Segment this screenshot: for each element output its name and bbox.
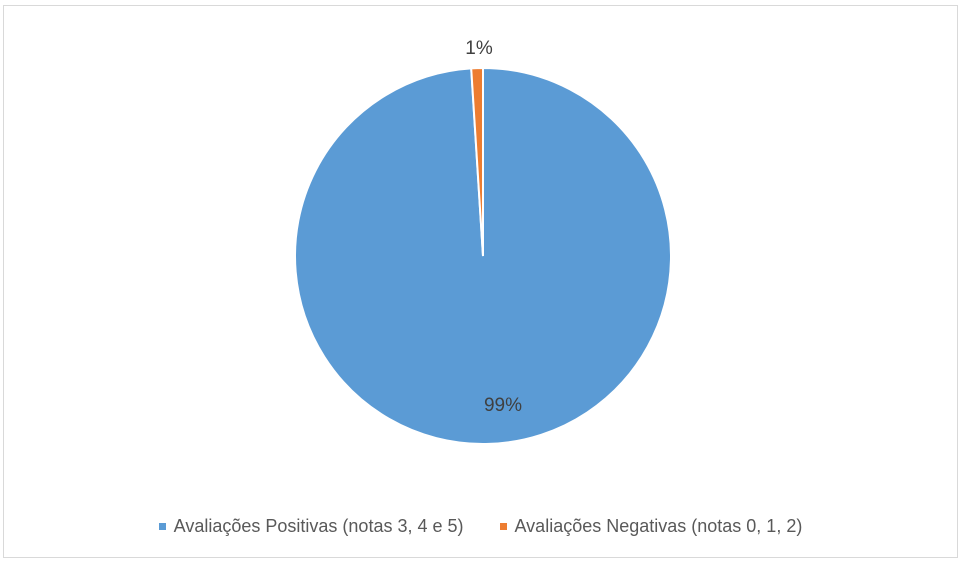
pie-slices bbox=[294, 66, 672, 445]
legend-item-negative: Avaliações Negativas (notas 0, 1, 2) bbox=[499, 516, 803, 537]
legend-item-positive: Avaliações Positivas (notas 3, 4 e 5) bbox=[158, 516, 464, 537]
chart-legend: Avaliações Positivas (notas 3, 4 e 5) Av… bbox=[4, 516, 957, 537]
legend-label-negative: Avaliações Negativas (notas 0, 1, 2) bbox=[514, 516, 803, 536]
legend-label-positive: Avaliações Positivas (notas 3, 4 e 5) bbox=[173, 516, 464, 536]
data-label-negative: 1% bbox=[465, 38, 493, 59]
data-label-positive: 99% bbox=[484, 395, 522, 416]
legend-swatch-positive bbox=[158, 523, 166, 530]
pie-slice-negative bbox=[470, 66, 484, 257]
chart-area: 99% 1% Avaliações Positivas (notas 3, 4 … bbox=[3, 5, 958, 558]
pie-chart: 99% 1% bbox=[294, 38, 672, 445]
legend-swatch-negative bbox=[499, 523, 507, 530]
pie-data-labels: 99% 1% bbox=[465, 38, 522, 416]
